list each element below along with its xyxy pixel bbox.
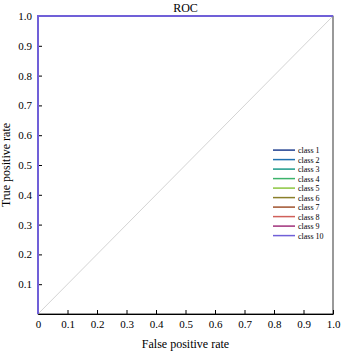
x-tick-label: 0.4: [150, 318, 164, 330]
legend-item: class 2: [273, 156, 320, 165]
marks: [38, 16, 333, 314]
x-tick-label: 0.9: [297, 318, 311, 330]
legend-swatch: [273, 206, 295, 208]
x-axis: 0 0.1 0.2 0.3 0.4 0.5 0.6 0.7 0.8 0.9 1.0: [36, 310, 341, 330]
x-tick-mark: [156, 310, 157, 314]
x-tick: 0.8: [268, 310, 282, 330]
legend-swatch: [273, 235, 295, 237]
legend-label: class 2: [298, 156, 320, 165]
legend-item: class 3: [273, 165, 320, 174]
y-tick-label: 1.0: [18, 10, 32, 22]
x-axis-title: False positive rate: [142, 337, 229, 351]
x-tick-mark: [215, 310, 216, 314]
x-tick-mark: [333, 310, 334, 314]
legend-item: class 10: [273, 232, 324, 241]
x-tick: 0.9: [297, 310, 311, 330]
chart: 0 0.1 0.2 0.3 0.4 0.5 0.6 0.7 0.8 0.9 1.0 0.1 0.2 0.3…: [0, 0, 349, 356]
legend-swatch: [273, 149, 295, 151]
y-tick-label: 0.9: [18, 40, 32, 52]
x-tick-label: 0.6: [209, 318, 223, 330]
legend-item: class 9: [273, 222, 320, 231]
legend-item: class 8: [273, 213, 320, 222]
title: ROC: [173, 1, 198, 15]
plot-frame: [38, 16, 333, 314]
x-tick: 0.7: [238, 310, 252, 330]
y-tick-label: 0.1: [18, 278, 32, 290]
reference-line: [38, 16, 333, 314]
legend-box: [269, 143, 331, 244]
x-tick: 0.2: [91, 310, 105, 330]
y-tick-label: 0.2: [18, 248, 32, 260]
x-tick-mark: [274, 310, 275, 314]
legend-label: class 6: [298, 194, 320, 203]
legend-label: class 3: [298, 165, 320, 174]
x-tick-label: 0.2: [91, 318, 105, 330]
legend-label: class 8: [298, 213, 320, 222]
legend-label: class 10: [298, 232, 324, 241]
x-tick-mark: [186, 310, 187, 314]
roc-line: [38, 16, 333, 314]
x-tick: 0.6: [209, 310, 223, 330]
y-tick-label: 0.5: [18, 159, 32, 171]
legend-item: class 5: [273, 184, 320, 193]
x-tick: 0.5: [179, 310, 193, 330]
legend: class 1class 2class 3class 4class 5class…: [269, 143, 331, 244]
x-tick-mark: [127, 310, 128, 314]
y-tick-label: 0.3: [18, 219, 32, 231]
y-tick-label: 0.4: [18, 189, 32, 201]
legend-label: class 7: [298, 203, 320, 212]
x-tick: 0.4: [150, 310, 164, 330]
roc-line: [38, 16, 333, 314]
y-tick-label: 0.7: [18, 99, 32, 111]
x-tick-label: 0.1: [61, 318, 75, 330]
x-tick-label: 0.8: [268, 318, 282, 330]
roc-line: [38, 16, 333, 314]
roc-line: [38, 16, 333, 314]
x-tick-label: 0.7: [238, 318, 252, 330]
roc-line: [38, 16, 333, 314]
legend-swatch: [273, 168, 295, 170]
x-tick-label: 1.0: [327, 318, 341, 330]
y-axis-title: True positive rate: [0, 123, 13, 207]
legend-swatch: [273, 159, 295, 161]
legend-label: class 9: [298, 222, 320, 231]
x-tick: 0.3: [120, 310, 134, 330]
x-tick: 1.0: [327, 310, 341, 330]
x-tick-label: 0.5: [179, 318, 193, 330]
legend-item: class 7: [273, 203, 320, 212]
plot-area: 0 0.1 0.2 0.3 0.4 0.5 0.6 0.7 0.8 0.9 1.0 0.1 0.2 0.3…: [18, 10, 341, 330]
legend-swatch: [273, 187, 295, 189]
legend-label: class 1: [298, 146, 320, 155]
legend-item: class 6: [273, 194, 320, 203]
legend-swatch: [273, 178, 295, 180]
roc-line: [38, 16, 333, 314]
roc-line: [38, 16, 333, 314]
roc-line: [38, 16, 333, 314]
x-tick-mark: [304, 310, 305, 314]
legend-swatch: [273, 197, 295, 199]
legend-swatch: [273, 216, 295, 218]
legend-swatch: [273, 225, 295, 227]
legend-item: class 1: [273, 146, 320, 155]
legend-label: class 5: [298, 184, 320, 193]
roc-line: [38, 16, 333, 314]
x-tick-label: 0.3: [120, 318, 134, 330]
x-tick-mark: [245, 310, 246, 314]
x-tick-mark: [68, 310, 69, 314]
y-tick-label: 0.8: [18, 70, 32, 82]
legend-label: class 4: [298, 175, 320, 184]
y-tick-label: 0.6: [18, 129, 32, 141]
x-tick-label: 0: [36, 318, 42, 330]
x-axis-line: [39, 314, 334, 315]
legend-item: class 4: [273, 175, 320, 184]
x-tick: 0.1: [61, 310, 75, 330]
roc-line: [38, 16, 333, 314]
x-tick-mark: [97, 310, 98, 314]
